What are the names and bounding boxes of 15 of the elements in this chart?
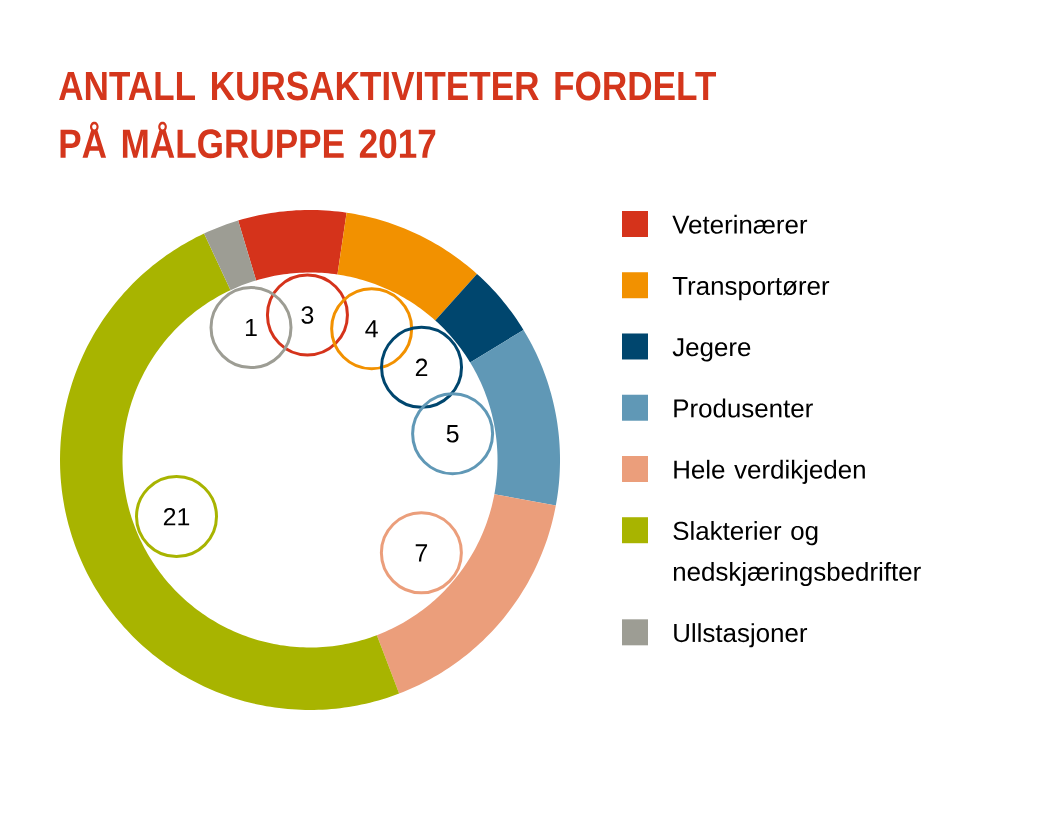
data-label: 21	[163, 507, 190, 526]
data-label: 4	[365, 320, 378, 338]
data-label: 3	[301, 306, 314, 324]
legend-label: Transportører	[672, 277, 830, 301]
chart-title: ANTALL KURSAKTIVITETER FORDELT PÅ MÅLGRUPPE 2017	[59, 71, 717, 159]
legend-label: Veterinærer	[672, 214, 808, 234]
legend-label: Jegere	[672, 338, 751, 362]
legend-label: Hele verdikjeden	[674, 459, 865, 484]
legend-label: Produsenter	[674, 398, 813, 418]
data-label: 7	[415, 544, 428, 562]
data-label: 2	[415, 358, 428, 377]
legend-label: Ullstasjoner	[674, 623, 808, 648]
data-label: 1	[245, 318, 257, 337]
data-label: 5	[446, 425, 459, 443]
legend-label: Slakterier og nedskjæringsbedrifter	[673, 521, 921, 587]
